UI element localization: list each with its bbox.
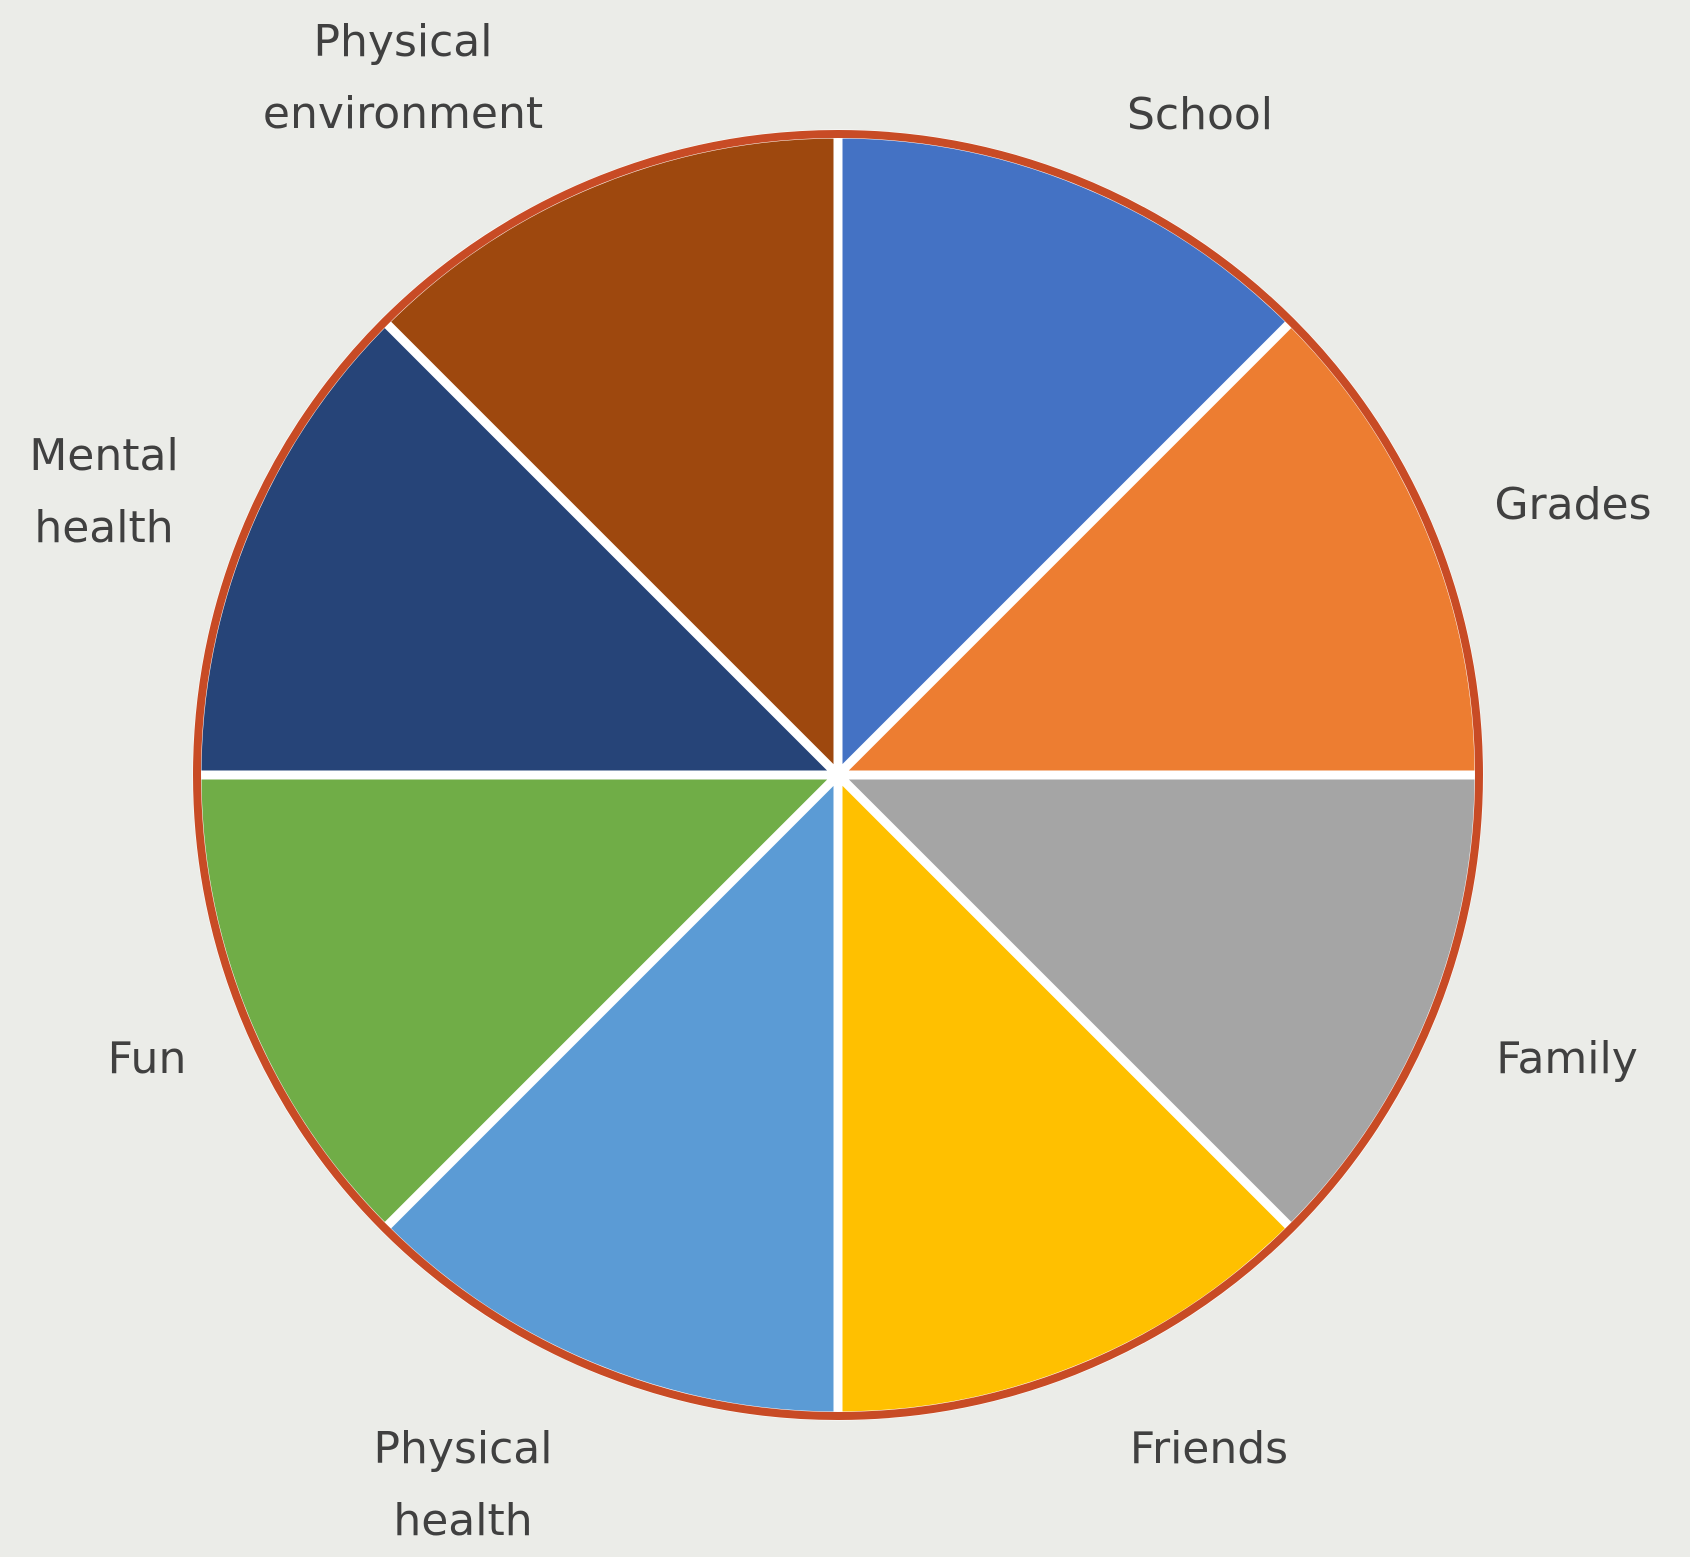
- pie-outline: [193, 130, 1483, 1420]
- pie-label-physical-environment: Physical environment: [263, 16, 543, 139]
- pie-label-physical-health: Physical health: [374, 1423, 553, 1546]
- pie-label-fun: Fun: [108, 1033, 187, 1084]
- pie-label-grades: Grades: [1494, 479, 1651, 530]
- pie-label-friends: Friends: [1130, 1423, 1288, 1474]
- pie-label-family: Family: [1496, 1033, 1638, 1084]
- pie-label-mental-health: Mental health: [29, 430, 178, 553]
- pie-labels: School Grades Family Friends Physical health F…: [29, 16, 1651, 1546]
- pie-label-school: School: [1127, 89, 1273, 140]
- pie-slices: [192, 129, 1484, 1421]
